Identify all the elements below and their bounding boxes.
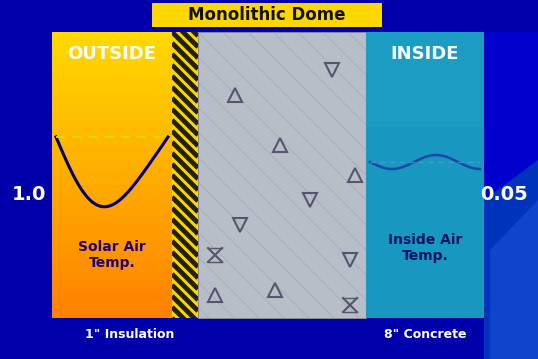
- Text: Solar Air
Temp.: Solar Air Temp.: [78, 240, 146, 270]
- Bar: [52, 122, 172, 127]
- Bar: [52, 204, 172, 208]
- Bar: [52, 242, 172, 247]
- Bar: [484, 32, 538, 318]
- Text: Inside Air
Temp.: Inside Air Temp.: [388, 233, 462, 263]
- Bar: [52, 127, 172, 132]
- Bar: [52, 228, 172, 232]
- Bar: [52, 108, 172, 113]
- Bar: [52, 42, 172, 46]
- Bar: [52, 313, 172, 318]
- Bar: [52, 189, 172, 194]
- Bar: [52, 137, 172, 142]
- Bar: [52, 247, 172, 251]
- Bar: [52, 103, 172, 108]
- Bar: [52, 223, 172, 228]
- Bar: [52, 132, 172, 137]
- Bar: [366, 32, 484, 127]
- Bar: [52, 256, 172, 261]
- Bar: [52, 194, 172, 199]
- Bar: [52, 218, 172, 223]
- Bar: [52, 232, 172, 237]
- Text: OUTSIDE: OUTSIDE: [67, 45, 157, 63]
- Bar: [172, 32, 198, 318]
- Text: 8" Concrete: 8" Concrete: [384, 328, 466, 341]
- Bar: [52, 266, 172, 270]
- Bar: [52, 61, 172, 65]
- Bar: [52, 251, 172, 256]
- Bar: [52, 308, 172, 313]
- Bar: [52, 185, 172, 189]
- Bar: [52, 275, 172, 280]
- Bar: [52, 80, 172, 84]
- Bar: [52, 180, 172, 185]
- Bar: [52, 199, 172, 204]
- Bar: [52, 89, 172, 94]
- Bar: [52, 151, 172, 156]
- Bar: [52, 146, 172, 151]
- Bar: [52, 32, 172, 37]
- Bar: [52, 46, 172, 51]
- Bar: [198, 32, 366, 318]
- Bar: [52, 51, 172, 56]
- Bar: [52, 56, 172, 61]
- Bar: [52, 94, 172, 99]
- Polygon shape: [490, 200, 538, 359]
- Bar: [52, 170, 172, 175]
- Bar: [52, 237, 172, 242]
- Bar: [52, 84, 172, 89]
- Bar: [52, 156, 172, 161]
- Bar: [52, 285, 172, 289]
- Bar: [52, 99, 172, 103]
- Bar: [52, 75, 172, 80]
- Bar: [52, 37, 172, 42]
- Bar: [52, 299, 172, 304]
- Bar: [52, 213, 172, 218]
- Bar: [52, 65, 172, 70]
- Bar: [52, 304, 172, 308]
- Bar: [52, 118, 172, 122]
- Bar: [52, 294, 172, 299]
- Bar: [52, 280, 172, 285]
- Text: INSIDE: INSIDE: [391, 45, 459, 63]
- Text: 0.05: 0.05: [480, 186, 528, 205]
- Text: 1" Insulation: 1" Insulation: [86, 328, 175, 341]
- Bar: [366, 32, 484, 318]
- Polygon shape: [484, 160, 538, 359]
- Bar: [52, 261, 172, 266]
- Bar: [52, 289, 172, 294]
- Bar: [52, 161, 172, 165]
- Bar: [52, 142, 172, 146]
- Text: 1.0: 1.0: [12, 186, 46, 205]
- Bar: [52, 165, 172, 170]
- Bar: [52, 175, 172, 180]
- Bar: [152, 3, 382, 27]
- Bar: [52, 113, 172, 118]
- Bar: [52, 270, 172, 275]
- Text: Monolithic Dome: Monolithic Dome: [188, 6, 346, 24]
- Bar: [52, 208, 172, 213]
- Bar: [52, 70, 172, 75]
